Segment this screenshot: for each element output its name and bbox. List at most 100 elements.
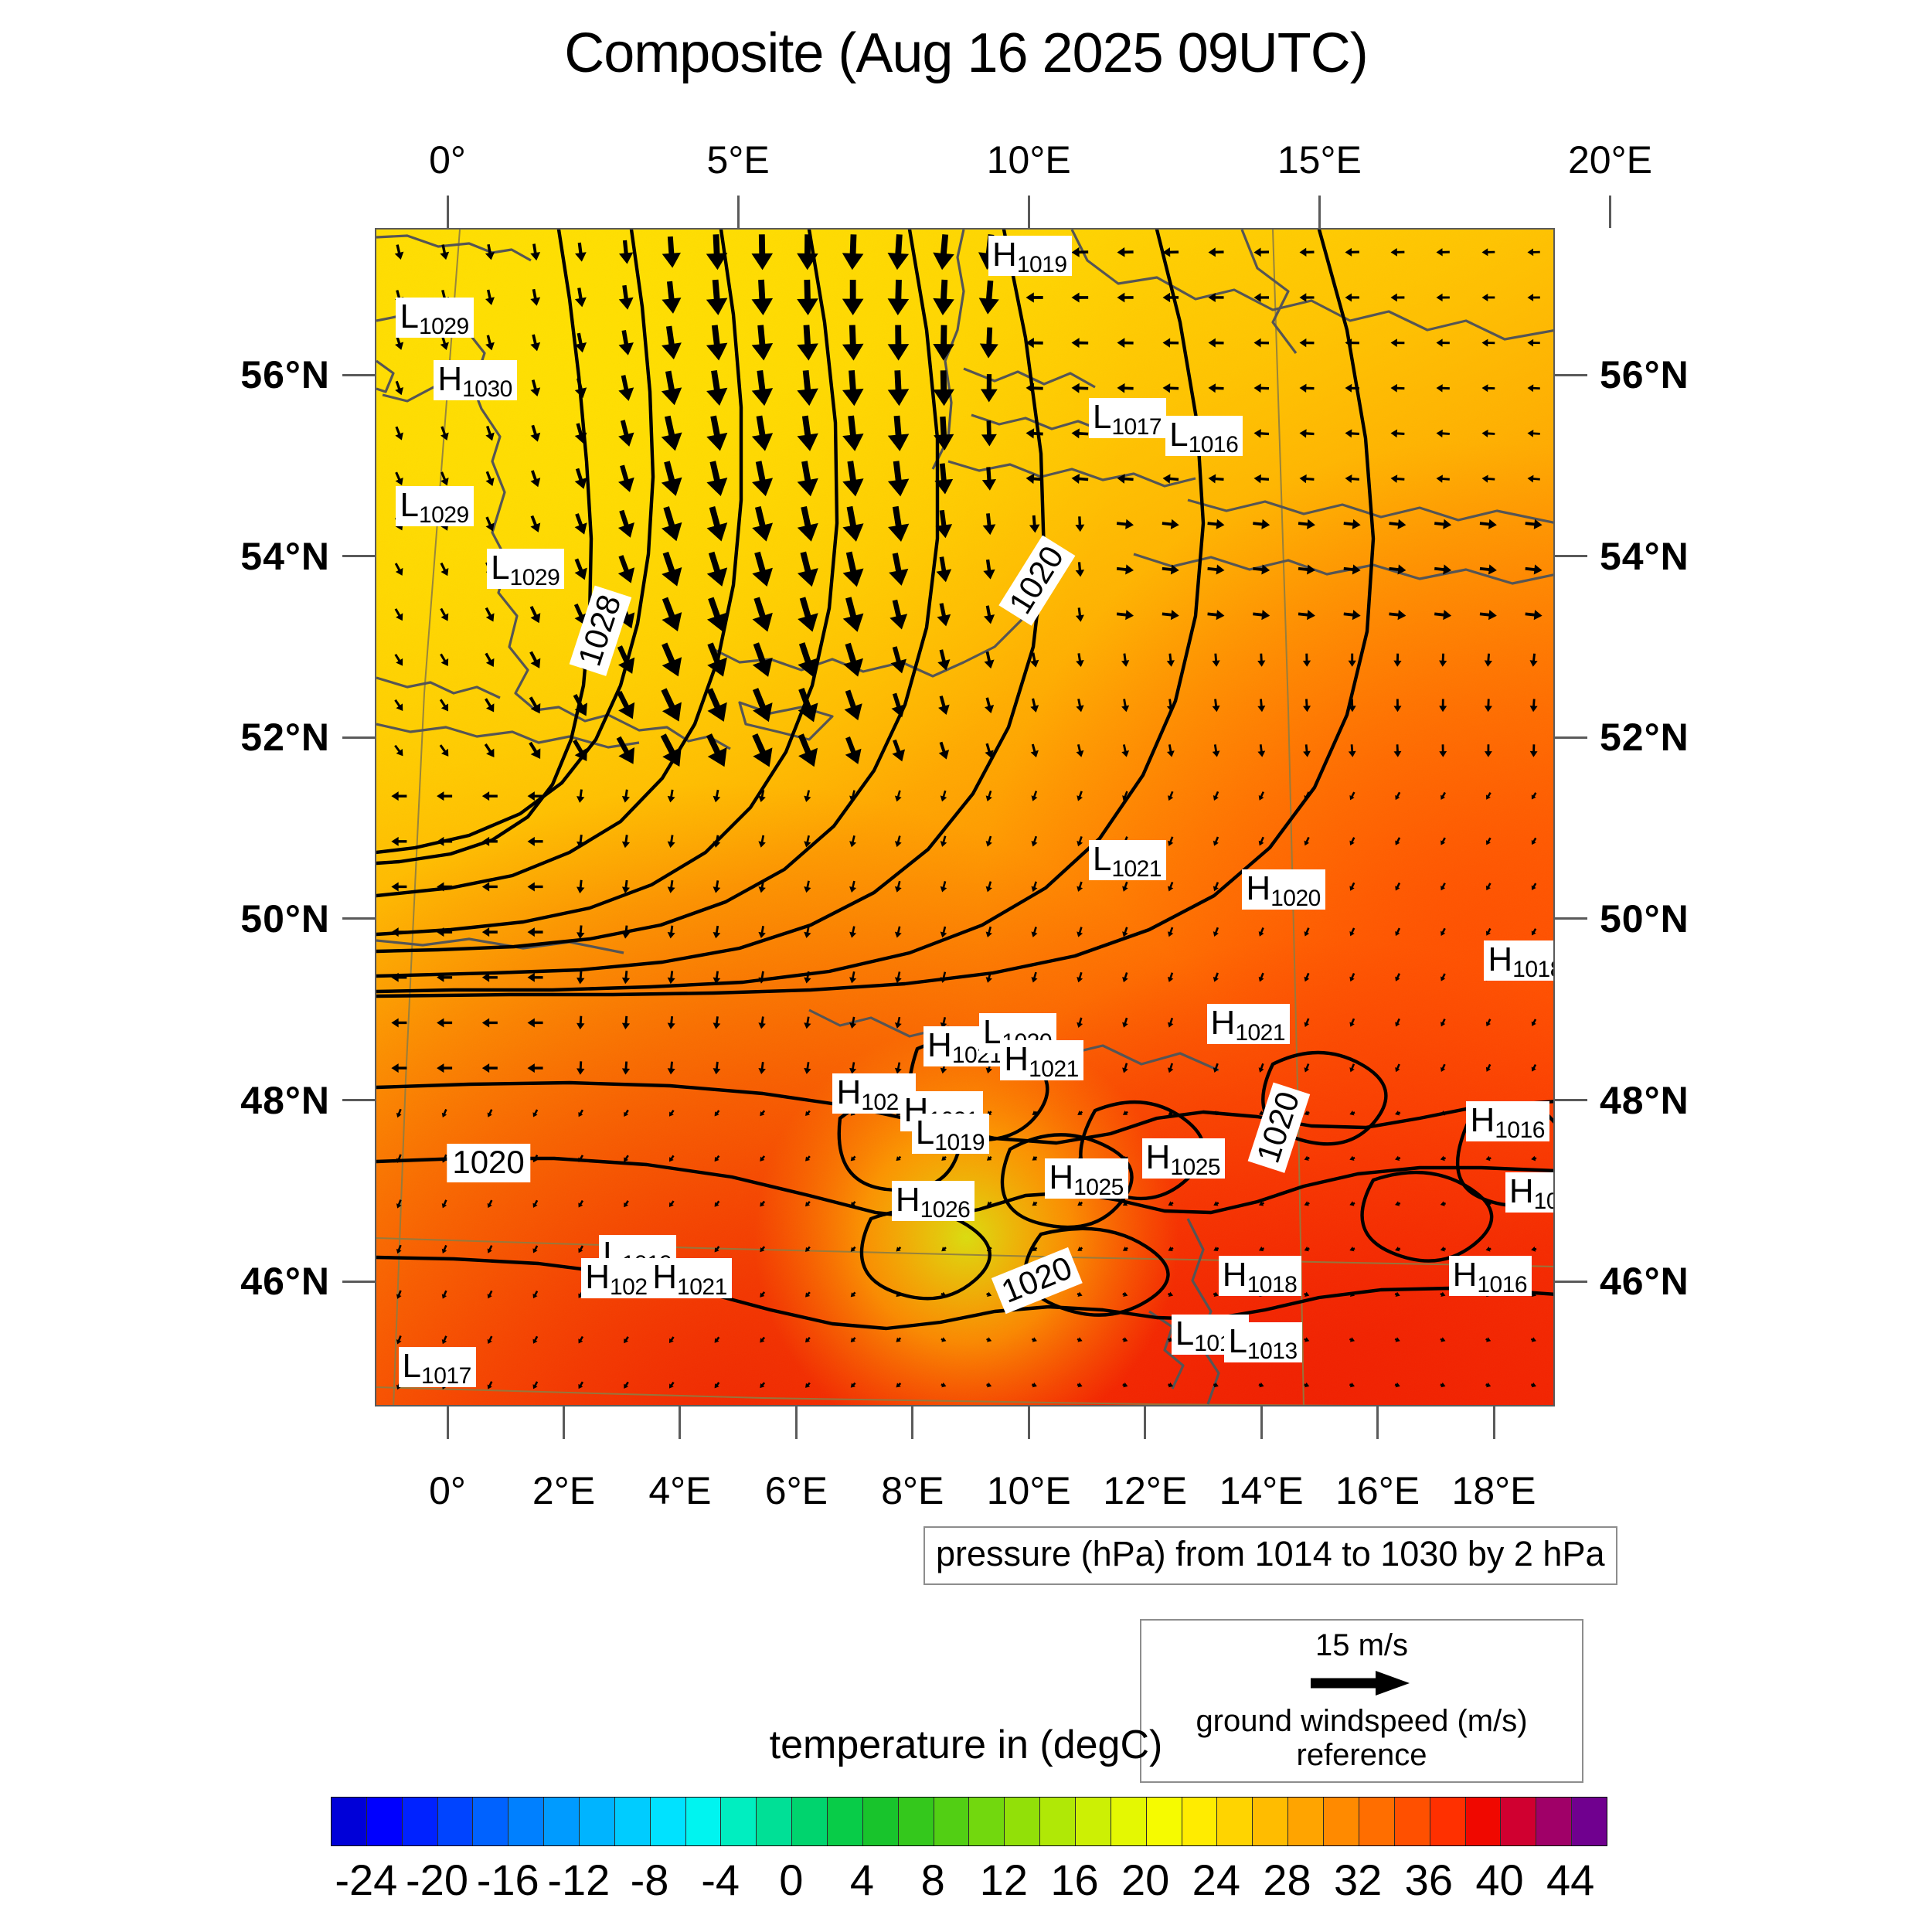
colorbar-tick-label: 20 (1121, 1855, 1170, 1904)
colorbar-cell (614, 1798, 651, 1845)
colorbar-cell (1040, 1798, 1077, 1845)
lat-tick-label-left: 48°N (240, 1078, 330, 1122)
axis-tick (1555, 1280, 1587, 1283)
colorbar-cell (721, 1798, 757, 1845)
colorbar-cell (1394, 1798, 1430, 1845)
colorbar-cell (898, 1798, 934, 1845)
lon-tick-label-bottom: 14°E (1219, 1469, 1304, 1512)
colorbar-cell (473, 1798, 509, 1845)
colorbar-cell (402, 1798, 438, 1845)
lat-tick-label-right: 50°N (1600, 896, 1689, 940)
colorbar-tick-label: -24 (335, 1855, 398, 1904)
axis-tick (342, 917, 375, 920)
colorbar-cell (969, 1798, 1005, 1845)
colorbar-cell (1430, 1798, 1466, 1845)
lon-tick-label-bottom: 4°E (648, 1469, 712, 1512)
colorbar-cell (934, 1798, 970, 1845)
colorbar-cell (1501, 1798, 1537, 1845)
colorbar-cell (580, 1798, 615, 1845)
lon-tick-label-bottom: 2°E (532, 1469, 596, 1512)
axis-tick (1555, 555, 1587, 558)
colorbar-tick-labels: -24 -20 -16 -12 -8 -4 0 4 8 12 16 20 24 28 32 36 40 44 (331, 1855, 1606, 1909)
lon-tick-label-top: 15°E (1277, 138, 1362, 182)
lat-tick-label-left: 50°N (240, 896, 330, 940)
lat-tick-label-left: 56°N (240, 353, 330, 397)
axis-tick (1376, 1406, 1379, 1439)
lat-tick-label-left: 52°N (240, 716, 330, 760)
axis-tick (342, 373, 375, 376)
colorbar-cell (366, 1798, 403, 1845)
lon-tick-label-bottom: 18°E (1451, 1469, 1536, 1512)
colorbar-cell (1572, 1798, 1607, 1845)
lon-tick-label-bottom: 10°E (986, 1469, 1071, 1512)
colorbar-tick-label: 36 (1404, 1855, 1453, 1904)
lat-tick-label-left: 54°N (240, 534, 330, 578)
weather-map[interactable]: L1029 H1030 L1029 H1019 L1029 L1017 L1016 L1021… (375, 228, 1555, 1406)
lon-tick-label-top: 20°E (1567, 138, 1652, 182)
colorbar-cell (1076, 1798, 1111, 1845)
lat-tick-label-left: 46°N (240, 1260, 330, 1304)
colorbar-cell (1465, 1798, 1502, 1845)
axis-tick (1555, 1099, 1587, 1101)
colorbar-tick-label: 44 (1546, 1855, 1595, 1904)
colorbar-cell (1288, 1798, 1325, 1845)
axis-tick (562, 1406, 565, 1439)
colorbar-cell (757, 1798, 793, 1845)
axis-tick (794, 1406, 798, 1439)
axis-tick (342, 736, 375, 739)
colorbar-cell (1005, 1798, 1041, 1845)
colorbar-tick-label: -20 (406, 1855, 468, 1904)
colorbar-cell (862, 1798, 899, 1845)
colorbar-tick-label: 4 (849, 1855, 875, 1904)
colorbar-cell (1253, 1798, 1289, 1845)
wind-reference-caption: ground windspeed (m/s) reference (1196, 1704, 1528, 1772)
axis-tick (1144, 1406, 1147, 1439)
temperature-colorbar (331, 1797, 1607, 1846)
axis-tick (342, 1099, 375, 1101)
axis-tick (1027, 196, 1030, 228)
lon-tick-label-bottom: 16°E (1335, 1469, 1420, 1512)
lon-tick-label-bottom: 8°E (881, 1469, 944, 1512)
colorbar-cell (437, 1798, 474, 1845)
wind-magnitude-label: 15 m/s (1315, 1628, 1409, 1662)
colorbar-cell (1359, 1798, 1395, 1845)
colorbar-cell (650, 1798, 686, 1845)
colorbar-tick-label: 12 (979, 1855, 1028, 1904)
axis-tick (1555, 917, 1587, 920)
axis-tick (736, 196, 740, 228)
colorbar-cell (1182, 1798, 1218, 1845)
colorbar-cell (792, 1798, 828, 1845)
colorbar-tick-label: -8 (630, 1855, 669, 1904)
wind-reference-legend: 15 m/s ground windspeed (m/s) reference (1140, 1619, 1583, 1783)
lat-tick-label-right: 54°N (1600, 534, 1689, 578)
axis-tick (342, 555, 375, 558)
axis-tick (1318, 196, 1321, 228)
lon-tick-label-top: 0° (429, 138, 466, 182)
colorbar-tick-label: -12 (547, 1855, 611, 1904)
axis-tick (911, 1406, 914, 1439)
colorbar-cell (1111, 1798, 1147, 1845)
axis-tick (1492, 1406, 1495, 1439)
colorbar-cell (1324, 1798, 1359, 1845)
axis-tick (1027, 1406, 1030, 1439)
lon-tick-label-top: 5°E (706, 138, 770, 182)
wind-reference-arrow-icon (1141, 1662, 1582, 1704)
colorbar-tick-label: 32 (1334, 1855, 1383, 1904)
colorbar-cell (1536, 1798, 1573, 1845)
colorbar-cell (685, 1798, 722, 1845)
colorbar-tick-label: 40 (1475, 1855, 1524, 1904)
colorbar-tick-label: 28 (1263, 1855, 1311, 1904)
lon-tick-label-bottom: 12°E (1103, 1469, 1188, 1512)
temperature-field (376, 230, 1553, 1405)
colorbar-cell (332, 1798, 367, 1845)
colorbar-cell (509, 1798, 545, 1845)
colorbar-tick-label: -16 (476, 1855, 539, 1904)
colorbar-cell (1217, 1798, 1253, 1845)
lon-tick-label-bottom: 6°E (764, 1469, 828, 1512)
pressure-legend: pressure (hPa) from 1014 to 1030 by 2 hP… (923, 1526, 1617, 1585)
axis-tick (1260, 1406, 1263, 1439)
lat-tick-label-right: 48°N (1600, 1078, 1689, 1122)
colorbar-tick-label: -4 (701, 1855, 740, 1904)
colorbar-title: temperature in (degC) (769, 1723, 1163, 1767)
lon-tick-label-bottom: 0° (429, 1469, 466, 1512)
